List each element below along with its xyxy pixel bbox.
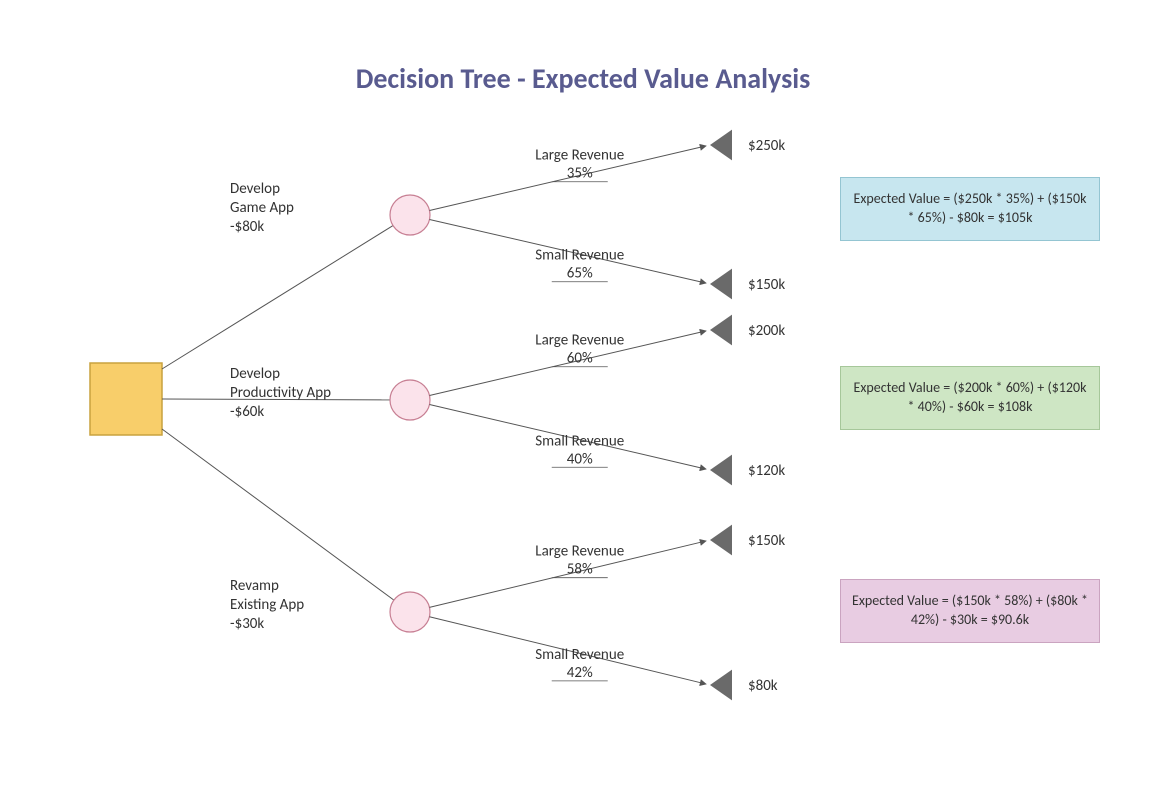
payoff-1-large: $200k (748, 322, 785, 340)
sub-label-0-large: Large Revenue (535, 147, 624, 165)
sub-label-2-small: Small Revenue (535, 646, 624, 664)
expected-value-box-0: Expected Value = ($250k * 35%) + ($150k … (840, 177, 1100, 241)
branch-label2-1: Productivity App (230, 384, 331, 402)
page-title: Decision Tree - Expected Value Analysis (356, 61, 811, 96)
expected-value-box-2: Expected Value = ($150k * 58%) + ($80k *… (840, 579, 1100, 643)
branch-cost-1: -$60k (230, 403, 264, 421)
sub-label-0-small: Small Revenue (535, 247, 624, 265)
expected-value-text-2: Expected Value = ($150k * 58%) + ($80k *… (852, 592, 1088, 628)
terminal-node-0-large (710, 130, 732, 161)
diagram-container: Decision Tree - Expected Value Analysis D… (0, 0, 1167, 806)
branch-label1-0: Develop (230, 180, 280, 198)
chance-node-0 (390, 195, 430, 235)
expected-value-text-1: Expected Value = ($200k * 60%) + ($120k … (854, 379, 1087, 415)
payoff-1-small: $120k (748, 462, 785, 480)
branch-cost-2: -$30k (230, 615, 264, 633)
branch-label2-0: Game App (230, 199, 294, 217)
payoff-0-small: $150k (748, 276, 785, 294)
sub-prob-2-large: 58% (567, 561, 593, 579)
sub-prob-0-large: 35% (567, 165, 593, 183)
decision-node (90, 363, 162, 435)
branch-label1-1: Develop (230, 365, 280, 383)
expected-value-text-0: Expected Value = ($250k * 35%) + ($150k … (854, 190, 1087, 226)
branch-line-0 (162, 226, 393, 369)
branch-label2-2: Existing App (230, 596, 304, 614)
terminal-node-1-small (710, 455, 732, 486)
sub-prob-1-large: 60% (567, 350, 593, 368)
sub-prob-2-small: 42% (567, 664, 593, 682)
branch-cost-0: -$80k (230, 218, 264, 236)
sub-prob-1-small: 40% (567, 450, 593, 468)
branch-label1-2: Revamp (230, 577, 279, 595)
chance-node-2 (390, 592, 430, 632)
terminal-node-0-small (710, 269, 732, 300)
sub-label-2-large: Large Revenue (535, 543, 624, 561)
chance-node-1 (390, 380, 430, 420)
payoff-2-small: $80k (748, 677, 778, 695)
terminal-node-2-large (710, 525, 732, 556)
branch-line-2 (162, 429, 394, 600)
expected-value-box-1: Expected Value = ($200k * 60%) + ($120k … (840, 366, 1100, 430)
payoff-0-large: $250k (748, 137, 785, 155)
sub-prob-0-small: 65% (567, 265, 593, 283)
sub-label-1-small: Small Revenue (535, 432, 624, 450)
terminal-node-2-small (710, 670, 732, 701)
payoff-2-large: $150k (748, 532, 785, 550)
terminal-node-1-large (710, 315, 732, 346)
sub-label-1-large: Large Revenue (535, 332, 624, 350)
